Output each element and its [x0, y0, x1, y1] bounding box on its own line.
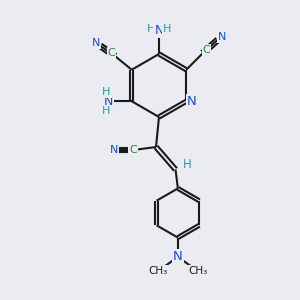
Text: N: N: [218, 32, 226, 42]
Text: CH₃: CH₃: [189, 266, 208, 276]
Text: H: H: [102, 87, 111, 97]
Text: N: N: [173, 250, 183, 263]
Text: H: H: [182, 158, 191, 171]
Text: H: H: [146, 24, 155, 34]
Text: H: H: [163, 24, 172, 34]
Text: N: N: [104, 95, 113, 108]
Text: N: N: [154, 24, 164, 38]
Text: N: N: [92, 38, 100, 48]
Text: H: H: [102, 106, 111, 116]
Text: CH₃: CH₃: [148, 266, 167, 276]
Text: C: C: [203, 45, 211, 55]
Text: C: C: [129, 145, 137, 155]
Text: N: N: [187, 95, 196, 108]
Text: N: N: [110, 145, 118, 155]
Text: C: C: [107, 48, 115, 58]
